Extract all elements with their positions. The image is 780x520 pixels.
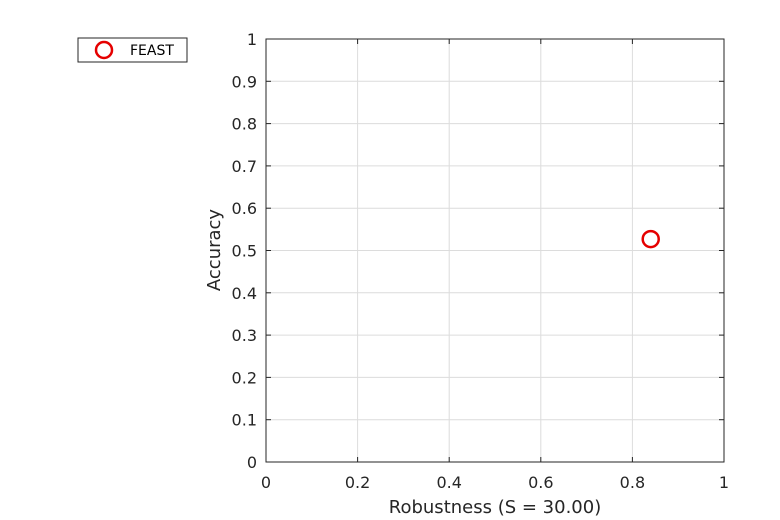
y-axis-label: Accuracy [204, 209, 225, 292]
x-axis-label: Robustness (S = 30.00) [389, 497, 601, 518]
y-tick-label: 0.6 [232, 199, 257, 218]
y-tick-label: 0.2 [232, 368, 257, 387]
legend-marker-circle-icon [94, 40, 114, 60]
x-tick-label: 0.2 [345, 473, 370, 492]
data-point [641, 229, 660, 249]
y-tick-label: 0.7 [232, 157, 257, 176]
legend: FEAST [77, 37, 188, 63]
y-tick-label: 1 [247, 30, 257, 49]
data-points [641, 229, 660, 249]
legend-entry-label: FEAST [130, 43, 174, 59]
x-tick-label: 0 [261, 473, 271, 492]
y-tick-label: 0.3 [232, 326, 257, 345]
y-tick-label: 0.4 [232, 284, 257, 303]
y-tick-label: 0.9 [232, 72, 257, 91]
x-tick-label: 1 [719, 473, 729, 492]
x-tick-label: 0.4 [436, 473, 461, 492]
grid-lines [266, 39, 724, 462]
y-tick-label: 0 [247, 453, 257, 472]
axis-ticks: 0 0.2 0.4 0.6 0.8 1 0 0.1 0.2 0.3 0.4 0.5 0.6 0.7 0.8 0… [232, 30, 730, 492]
y-tick-label: 0.5 [232, 242, 257, 261]
y-tick-label: 0.8 [232, 115, 257, 134]
legend-box [77, 37, 188, 63]
y-tick-label: 0.1 [232, 411, 257, 430]
x-tick-label: 0.8 [620, 473, 645, 492]
x-tick-label: 0.6 [528, 473, 553, 492]
